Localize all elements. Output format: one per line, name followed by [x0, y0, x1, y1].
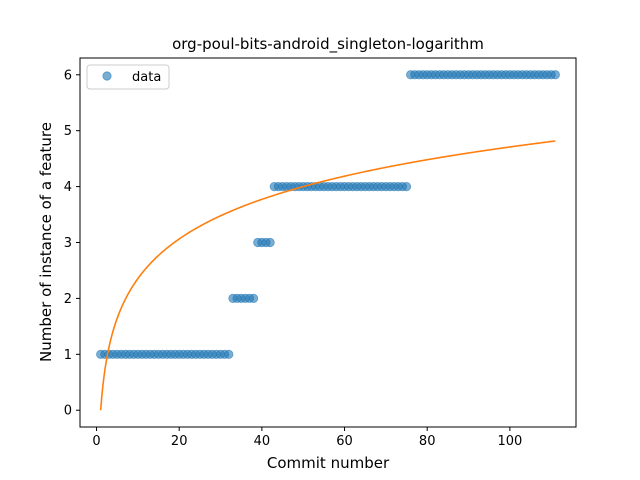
axes: 0 20 40 60 80 100 0 1 2 3 4 5 6 — [64, 57, 577, 449]
data-point — [224, 349, 234, 359]
chart-title: org-poul-bits-android_singleton-logarith… — [172, 35, 484, 54]
data-point — [550, 70, 560, 80]
legend-marker — [102, 71, 112, 81]
x-tick-label: 100 — [497, 434, 522, 449]
legend-label: data — [132, 70, 161, 85]
x-tick-label: 20 — [171, 434, 188, 449]
y-axis-label: Number of instance of a feature — [37, 122, 55, 362]
fit-line — [99, 140, 556, 411]
y-tick-label: 5 — [64, 124, 72, 139]
y-tick-label: 6 — [64, 68, 72, 83]
legend-box — [86, 64, 170, 90]
y-tick-label: 2 — [64, 292, 72, 307]
y-tick-label: 0 — [64, 404, 72, 419]
y-tick-label: 1 — [64, 348, 72, 363]
legend: data — [86, 64, 170, 90]
data-point — [265, 237, 275, 248]
plot-area — [96, 70, 560, 411]
data-point — [249, 293, 259, 304]
data-point — [401, 181, 412, 192]
x-tick-label: 80 — [419, 434, 436, 449]
y-tick-label: 4 — [64, 180, 72, 195]
x-tick-label: 40 — [254, 434, 271, 449]
x-tick-label: 0 — [92, 434, 100, 449]
x-tick-label: 60 — [336, 434, 353, 449]
x-axis-label: Commit number — [267, 454, 390, 472]
y-tick-label: 3 — [64, 236, 72, 251]
